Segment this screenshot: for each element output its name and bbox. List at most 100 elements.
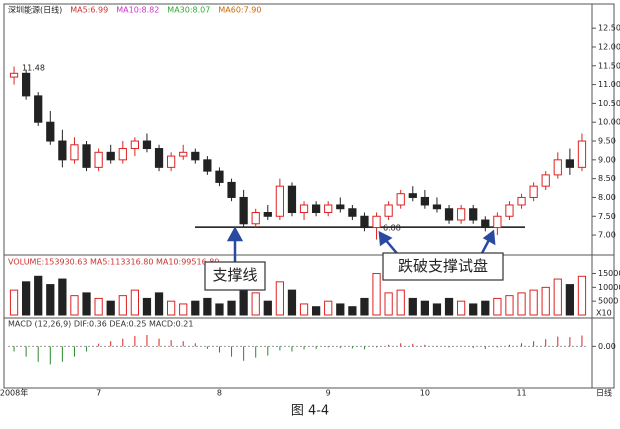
y-tick-label: 9.50 [598, 137, 616, 146]
legend-entry: MA60:7.90 [218, 6, 261, 15]
candle-body [22, 72, 31, 97]
candle-body [118, 148, 127, 161]
volume-bar [432, 303, 442, 316]
candle-body [517, 196, 526, 206]
candle-body [94, 151, 103, 168]
volume-bar [457, 300, 466, 316]
volume-bar [118, 295, 127, 316]
period-label: 日线 [596, 388, 612, 398]
frame [3, 3, 615, 389]
candle-body [251, 212, 260, 225]
volume-bar [324, 300, 333, 316]
x-tick-label: 10 [420, 389, 430, 398]
candle-body [70, 144, 79, 161]
volume-bar [481, 300, 490, 316]
volume-bar [167, 300, 176, 316]
candle-body [263, 212, 272, 217]
volume-bar [408, 297, 417, 316]
x-tick-label: 7 [96, 389, 101, 398]
candle-body [541, 174, 550, 187]
candle-body [154, 148, 164, 168]
annotation-box [204, 261, 266, 291]
legend-entry: MA5:6.99 [70, 6, 108, 15]
volume-bar [70, 295, 79, 316]
annotation: 跌破支撑试盘 [398, 257, 488, 275]
volume-bar [82, 292, 91, 316]
volume-bar [565, 284, 574, 316]
candle-body [420, 196, 429, 206]
legend-entry: 深圳能源(日线) [8, 5, 62, 15]
volume-bar [541, 286, 550, 316]
candle-body [432, 204, 442, 210]
y-tick-label: 11.50 [598, 61, 620, 70]
volume-bar [191, 300, 200, 316]
macd-tick-label: 0.00 [598, 342, 616, 351]
candle-body [34, 95, 43, 123]
candle-body [191, 151, 200, 161]
candle-body [336, 204, 345, 210]
candle-body [444, 208, 454, 221]
volume-bar [9, 289, 19, 316]
annotation: 11.48 [22, 64, 45, 73]
y-tick-label: 12.50 [598, 24, 620, 33]
volume-bar [360, 297, 369, 316]
annotation: 6.88 [383, 224, 401, 233]
macd-header: MACD (12,26,9) DIF:0.36 DEA:0.25 MACD:0.… [8, 320, 193, 329]
candle-body [179, 151, 188, 157]
volume-bar [287, 289, 297, 316]
candle-body [215, 170, 224, 183]
candle-body [577, 140, 587, 168]
arrows [226, 226, 496, 262]
candle-body [396, 193, 405, 206]
y-tick-label: 9.00 [598, 155, 616, 164]
candle-body [529, 185, 538, 198]
y-tick-label: 11.00 [598, 80, 620, 89]
volume-bar [505, 295, 514, 316]
arrow-head [378, 230, 393, 247]
arrow-head [226, 226, 244, 242]
volume-bar [348, 306, 357, 316]
volume-bar [215, 303, 224, 316]
caption: 图 4-4 [291, 404, 329, 419]
x-tick-label: 2008年 [0, 388, 28, 398]
volume-bar [553, 278, 562, 316]
candle-body [58, 140, 67, 161]
volume-bar [58, 278, 67, 316]
volume-bar [106, 300, 115, 316]
volume-bar [517, 292, 526, 316]
volume-bar [396, 289, 405, 316]
x-tick-label: 11 [516, 389, 526, 398]
y-tick-label: 8.50 [598, 174, 616, 183]
y-tick-label: 10.50 [598, 99, 620, 108]
volume-bar [469, 303, 478, 316]
volume-tick-label: 5000 [598, 297, 618, 306]
volume-bar [420, 300, 429, 316]
volume-bar [239, 289, 248, 316]
candle-body [299, 204, 309, 214]
candle-body [130, 140, 139, 150]
volume-bar [444, 297, 454, 316]
x-tick-label: 9 [326, 389, 331, 398]
candle-body [553, 159, 562, 176]
annotation: 支撑线 [212, 266, 257, 284]
arrow-head [482, 229, 496, 246]
candle-body [227, 181, 236, 198]
candle-body [106, 151, 115, 161]
volume-bar [312, 306, 321, 316]
volume-bar [34, 275, 43, 316]
annotation-box [382, 252, 504, 281]
volume-bar [336, 303, 345, 316]
volume-bar [384, 292, 393, 316]
candle-body [167, 155, 176, 168]
candle-body [82, 144, 91, 168]
candle-body [324, 204, 333, 214]
volume-bar [227, 300, 236, 316]
candle-body [565, 159, 574, 168]
y-tick-label: 8.00 [598, 193, 616, 202]
candle-body [372, 215, 381, 229]
volume-bar [263, 300, 272, 316]
candle-body [239, 196, 248, 225]
legend-entry: MA30:8.07 [167, 6, 210, 15]
volume-bar [94, 297, 103, 316]
volume-bar [577, 275, 587, 316]
